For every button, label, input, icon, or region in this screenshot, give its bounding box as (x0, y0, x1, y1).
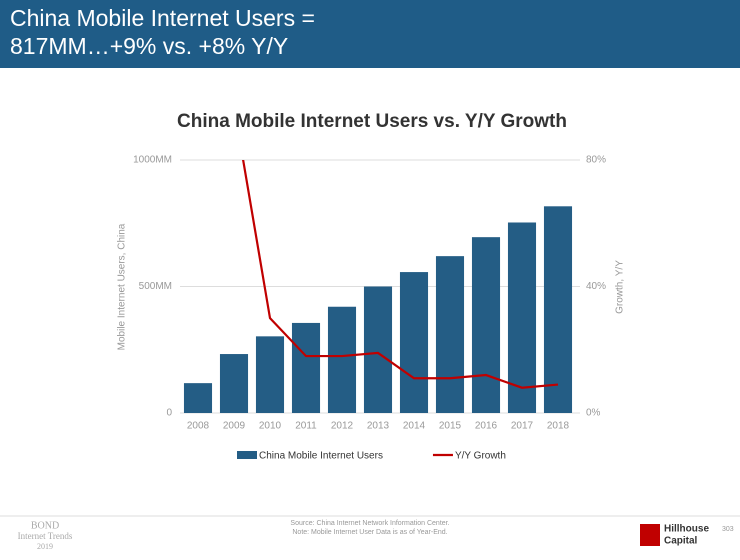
x-tick-label: 2013 (367, 421, 390, 432)
line (242, 160, 559, 389)
page-number: 303 (722, 526, 734, 533)
legend-swatch (237, 451, 257, 459)
x-tick-label: 2018 (547, 421, 570, 432)
header-band (0, 0, 740, 68)
y2-tick-label: 80% (586, 155, 606, 166)
logo-text: BOND (31, 520, 59, 531)
brand-text: Capital (664, 536, 698, 547)
slide-title: China Mobile Internet Users = (10, 5, 315, 31)
bar (219, 354, 249, 413)
brand-icon (640, 524, 660, 546)
y2-axis-label: Growth, Y/Y (615, 260, 626, 314)
logo-text: 2019 (37, 542, 53, 551)
x-tick-label: 2016 (475, 421, 498, 432)
x-tick-label: 2008 (187, 421, 210, 432)
bar (471, 237, 501, 413)
bar (435, 256, 465, 413)
y-tick-label: 0 (166, 408, 172, 419)
bar (507, 222, 537, 413)
y-tick-label: 500MM (139, 281, 172, 292)
x-tick-label: 2009 (223, 421, 246, 432)
y2-tick-label: 0% (586, 408, 601, 419)
y-tick-label: 1000MM (133, 155, 172, 166)
bar (327, 306, 357, 413)
source-note: Source: China Internet Network Informati… (290, 520, 449, 527)
x-tick-label: 2011 (295, 421, 317, 432)
chart-title: China Mobile Internet Users vs. Y/Y Grow… (177, 111, 567, 132)
slide-title: 817MM…+9% vs. +8% Y/Y (10, 33, 288, 59)
source-note: Note: Mobile Internet User Data is as of… (292, 529, 447, 536)
bar (543, 206, 573, 413)
bar (363, 286, 393, 413)
legend-label: Y/Y Growth (455, 451, 506, 462)
bar (291, 322, 321, 413)
logo-text: Internet Trends (18, 531, 73, 541)
x-tick-label: 2014 (403, 421, 426, 432)
bar (399, 272, 429, 413)
x-tick-label: 2017 (511, 421, 534, 432)
x-tick-label: 2012 (331, 421, 354, 432)
y2-tick-label: 40% (586, 281, 606, 292)
bar (255, 336, 285, 413)
brand-text: Hillhouse (664, 524, 709, 535)
legend-label: China Mobile Internet Users (259, 451, 383, 462)
y-axis-label: Mobile Internet Users, China (117, 223, 128, 350)
bar (183, 383, 213, 413)
x-tick-label: 2015 (439, 421, 462, 432)
x-tick-label: 2010 (259, 421, 282, 432)
